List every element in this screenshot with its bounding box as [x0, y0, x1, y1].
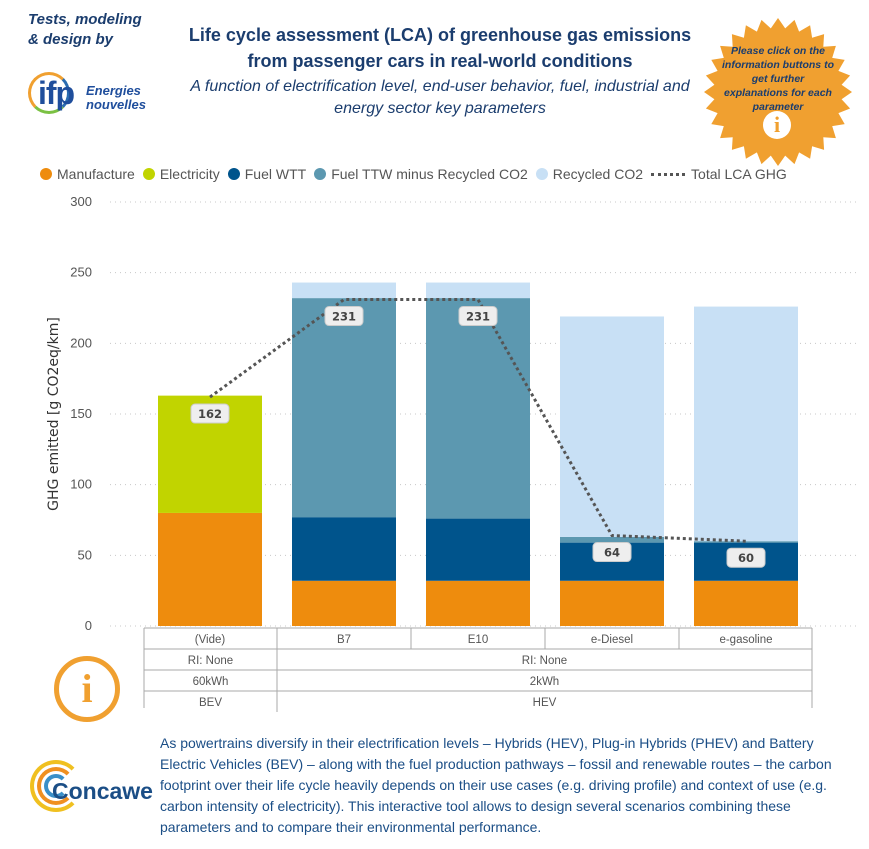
bar-segment [292, 517, 396, 581]
info-icon: i [763, 111, 791, 139]
badge-text: Please click on the information buttons … [722, 45, 834, 113]
legend-label: Fuel TTW minus Recycled CO2 [331, 166, 528, 182]
data-label-box [324, 306, 364, 327]
page-subtitle: A function of electrification level, end… [190, 78, 690, 117]
bar-segment [426, 298, 530, 519]
total-line [209, 298, 747, 543]
bar-segment [694, 580, 798, 626]
legend-dot-icon [535, 168, 548, 180]
data-label-box [458, 306, 498, 327]
legend-item-fuel-wtt[interactable]: Fuel WTT [227, 166, 307, 182]
y-tick-label: 0 [85, 618, 92, 633]
data-label: 231 [332, 310, 356, 324]
legend-dot-icon [40, 168, 52, 180]
y-tick-label: 50 [78, 547, 92, 562]
legend-dot-icon [227, 168, 240, 180]
concawe-logo: Concawe [30, 758, 160, 818]
ifp-logo-ring-icon [28, 72, 70, 114]
x-tick-label: B7 [337, 634, 351, 646]
data-label: 162 [198, 407, 222, 421]
legend-dotted-line-icon [651, 172, 686, 176]
bar-segment [560, 580, 664, 626]
ifp-logo-subtitle: Energies nouvelles [86, 84, 146, 112]
legend-label: Recycled CO2 [552, 166, 644, 182]
legend-item-fuel-ttw[interactable]: Fuel TTW minus Recycled CO2 [314, 166, 528, 182]
data-label: 60 [738, 551, 754, 565]
bar-segment [292, 282, 396, 299]
info-icon[interactable]: i [54, 656, 120, 722]
x-group-label: RI: None [522, 655, 567, 667]
x-tick-label: e-gasoline [719, 634, 772, 646]
x-tick-label: E10 [468, 634, 488, 646]
bar-segment [694, 306, 798, 542]
y-tick-label: 200 [70, 335, 92, 350]
data-label-box [726, 547, 766, 568]
credit-block: Tests, modeling & design by [28, 10, 142, 50]
y-tick-label: 150 [70, 406, 92, 421]
ifp-logo: ifp Energies nouvelles [28, 72, 158, 118]
y-tick-label: 300 [70, 194, 92, 209]
credit-line: & design by [28, 31, 114, 48]
x-group-label: BEV [199, 697, 222, 709]
legend-item-total[interactable]: Total LCA GHG [651, 166, 787, 182]
x-group-label: RI: None [188, 655, 233, 667]
data-label: 64 [604, 546, 620, 560]
data-label-box [190, 403, 230, 424]
stacked-bar-chart: 0 50 100 150 200 250 300 GHG emitted [g CO2eq/k… [46, 194, 860, 712]
bar-segment [694, 541, 798, 543]
bar-segment [560, 536, 664, 543]
x-group-label: HEV [533, 697, 557, 709]
x-tick-label: (Vide) [195, 634, 226, 646]
legend-label: Total LCA GHG [691, 166, 787, 182]
bar-segment [292, 580, 396, 626]
y-axis-label: GHG emitted [g CO2eq/km] [46, 317, 62, 511]
info-badge-button[interactable]: Please click on the information buttons … [703, 17, 853, 167]
bar-segment [292, 298, 396, 518]
legend-dot-icon [142, 168, 155, 180]
ifp-logo-text: ifp [38, 75, 75, 111]
legend-item-electricity[interactable]: Electricity [142, 166, 220, 182]
y-tick-label: 100 [70, 477, 92, 492]
data-label-box [592, 542, 632, 563]
x-group-label: 2kWh [530, 676, 559, 688]
legend-label: Electricity [159, 166, 220, 182]
concawe-logo-text: Concawe [52, 778, 153, 804]
legend-dot-icon [314, 168, 327, 180]
description-text: As powertrains diversify in their electr… [160, 735, 832, 835]
legend-item-recycled-co2[interactable]: Recycled CO2 [535, 166, 644, 182]
bar-segment [426, 580, 530, 626]
ifp-logo-sub2: nouvelles [86, 97, 146, 112]
bar-segment [426, 518, 530, 581]
x-tick-label: e-Diesel [591, 634, 633, 646]
page-title: Life cycle assessment (LCA) of greenhous… [188, 25, 692, 71]
data-label: 231 [466, 310, 490, 324]
bar-segment [158, 512, 262, 626]
concawe-arc-icon [30, 760, 82, 812]
concawe-arc-icon [44, 774, 68, 798]
bar-segment [426, 282, 530, 299]
x-group-label: 60kWh [193, 676, 229, 688]
concawe-arc-icon [37, 767, 75, 805]
y-tick-label: 250 [70, 265, 92, 280]
legend-label: Fuel WTT [244, 166, 307, 182]
legend-label: Manufacture [57, 166, 135, 182]
badge-starburst-icon [704, 18, 852, 166]
chart-legend: Manufacture Electricity Fuel WTT Fuel TT… [40, 164, 795, 184]
credit-line: Tests, modeling [28, 11, 142, 28]
ifp-logo-sub1: Energies [86, 83, 141, 98]
bar-segment [560, 316, 664, 537]
legend-item-manufacture[interactable]: Manufacture [40, 166, 135, 182]
